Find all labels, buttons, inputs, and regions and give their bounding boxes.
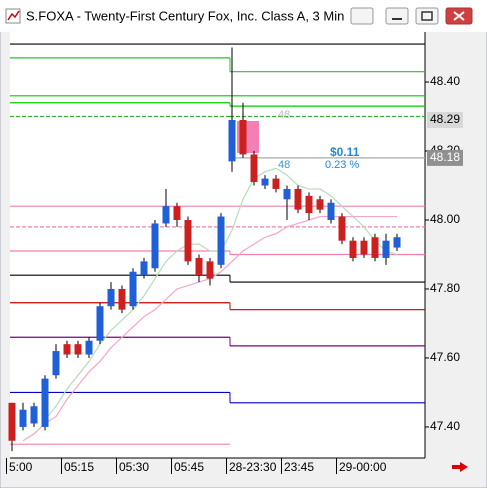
annotation: 48 [278, 109, 290, 121]
candle-body [371, 237, 379, 258]
candle-body [228, 119, 236, 162]
x-tick-label: 05:30 [119, 460, 149, 474]
annotation: $0.11 [330, 145, 360, 159]
candle-body [30, 406, 38, 424]
candle-body [338, 216, 346, 241]
y-tick-label: 48.00 [430, 212, 460, 226]
candle-body [96, 306, 104, 341]
annotation: 48 [278, 159, 290, 171]
candle-body [393, 237, 401, 248]
candle-body [360, 240, 368, 255]
candle-body [283, 188, 291, 200]
candle-body [217, 216, 225, 265]
candle-body [294, 188, 302, 210]
candle-body [272, 178, 280, 189]
candle-body [162, 206, 170, 224]
candle-body [8, 402, 16, 441]
close-icon [453, 11, 465, 21]
candle-body [41, 378, 49, 427]
window-title: S.FOXA - Twenty-First Century Fox, Inc. … [26, 8, 344, 23]
candle-body [173, 206, 181, 220]
candle-body [74, 344, 82, 355]
scroll-arrow[interactable] [452, 462, 468, 472]
candle-body [382, 240, 390, 258]
price-label: 48.18 [430, 150, 460, 164]
x-tick-label: 23:45 [284, 460, 314, 474]
candle-body [316, 199, 324, 210]
candle-body [261, 178, 269, 186]
maximize-button[interactable] [415, 7, 439, 25]
candle-body [327, 202, 335, 220]
x-tick-label: 29-00:00 [339, 460, 387, 474]
x-tick-label: 05:15 [64, 460, 94, 474]
price-label: 48.29 [430, 112, 460, 126]
x-tick-label: 5:00 [9, 460, 33, 474]
x-tick-label: 05:45 [174, 460, 204, 474]
app-icon-line [7, 10, 20, 21]
candle-body [206, 261, 214, 279]
price-label-box [427, 111, 463, 128]
y-tick-label: 47.40 [430, 419, 460, 433]
candle-body [19, 409, 27, 427]
price-label-box [427, 149, 463, 166]
candle-body [118, 288, 126, 310]
candle-body [52, 351, 60, 376]
candle-body [349, 240, 357, 258]
candle-body [305, 195, 313, 214]
candle-body [250, 154, 258, 183]
annotation: 0.23 % [325, 159, 359, 171]
candle-body [63, 344, 71, 355]
candle-body [184, 219, 192, 262]
candle-body [129, 271, 137, 307]
y-tick-label: 48.40 [430, 74, 460, 88]
y-tick-label: 47.60 [430, 350, 460, 364]
x-tick-label: 28-23:30 [229, 460, 277, 474]
candle-body [140, 261, 148, 276]
candle-body [151, 223, 159, 269]
candle-body [239, 119, 247, 155]
link-button[interactable] [350, 7, 374, 25]
candle-body [107, 288, 115, 307]
candle-body [85, 340, 93, 355]
minimize-button[interactable] [385, 7, 409, 25]
candle-body [195, 257, 203, 276]
maximize-icon [421, 11, 433, 21]
y-tick-label: 47.80 [430, 281, 460, 295]
